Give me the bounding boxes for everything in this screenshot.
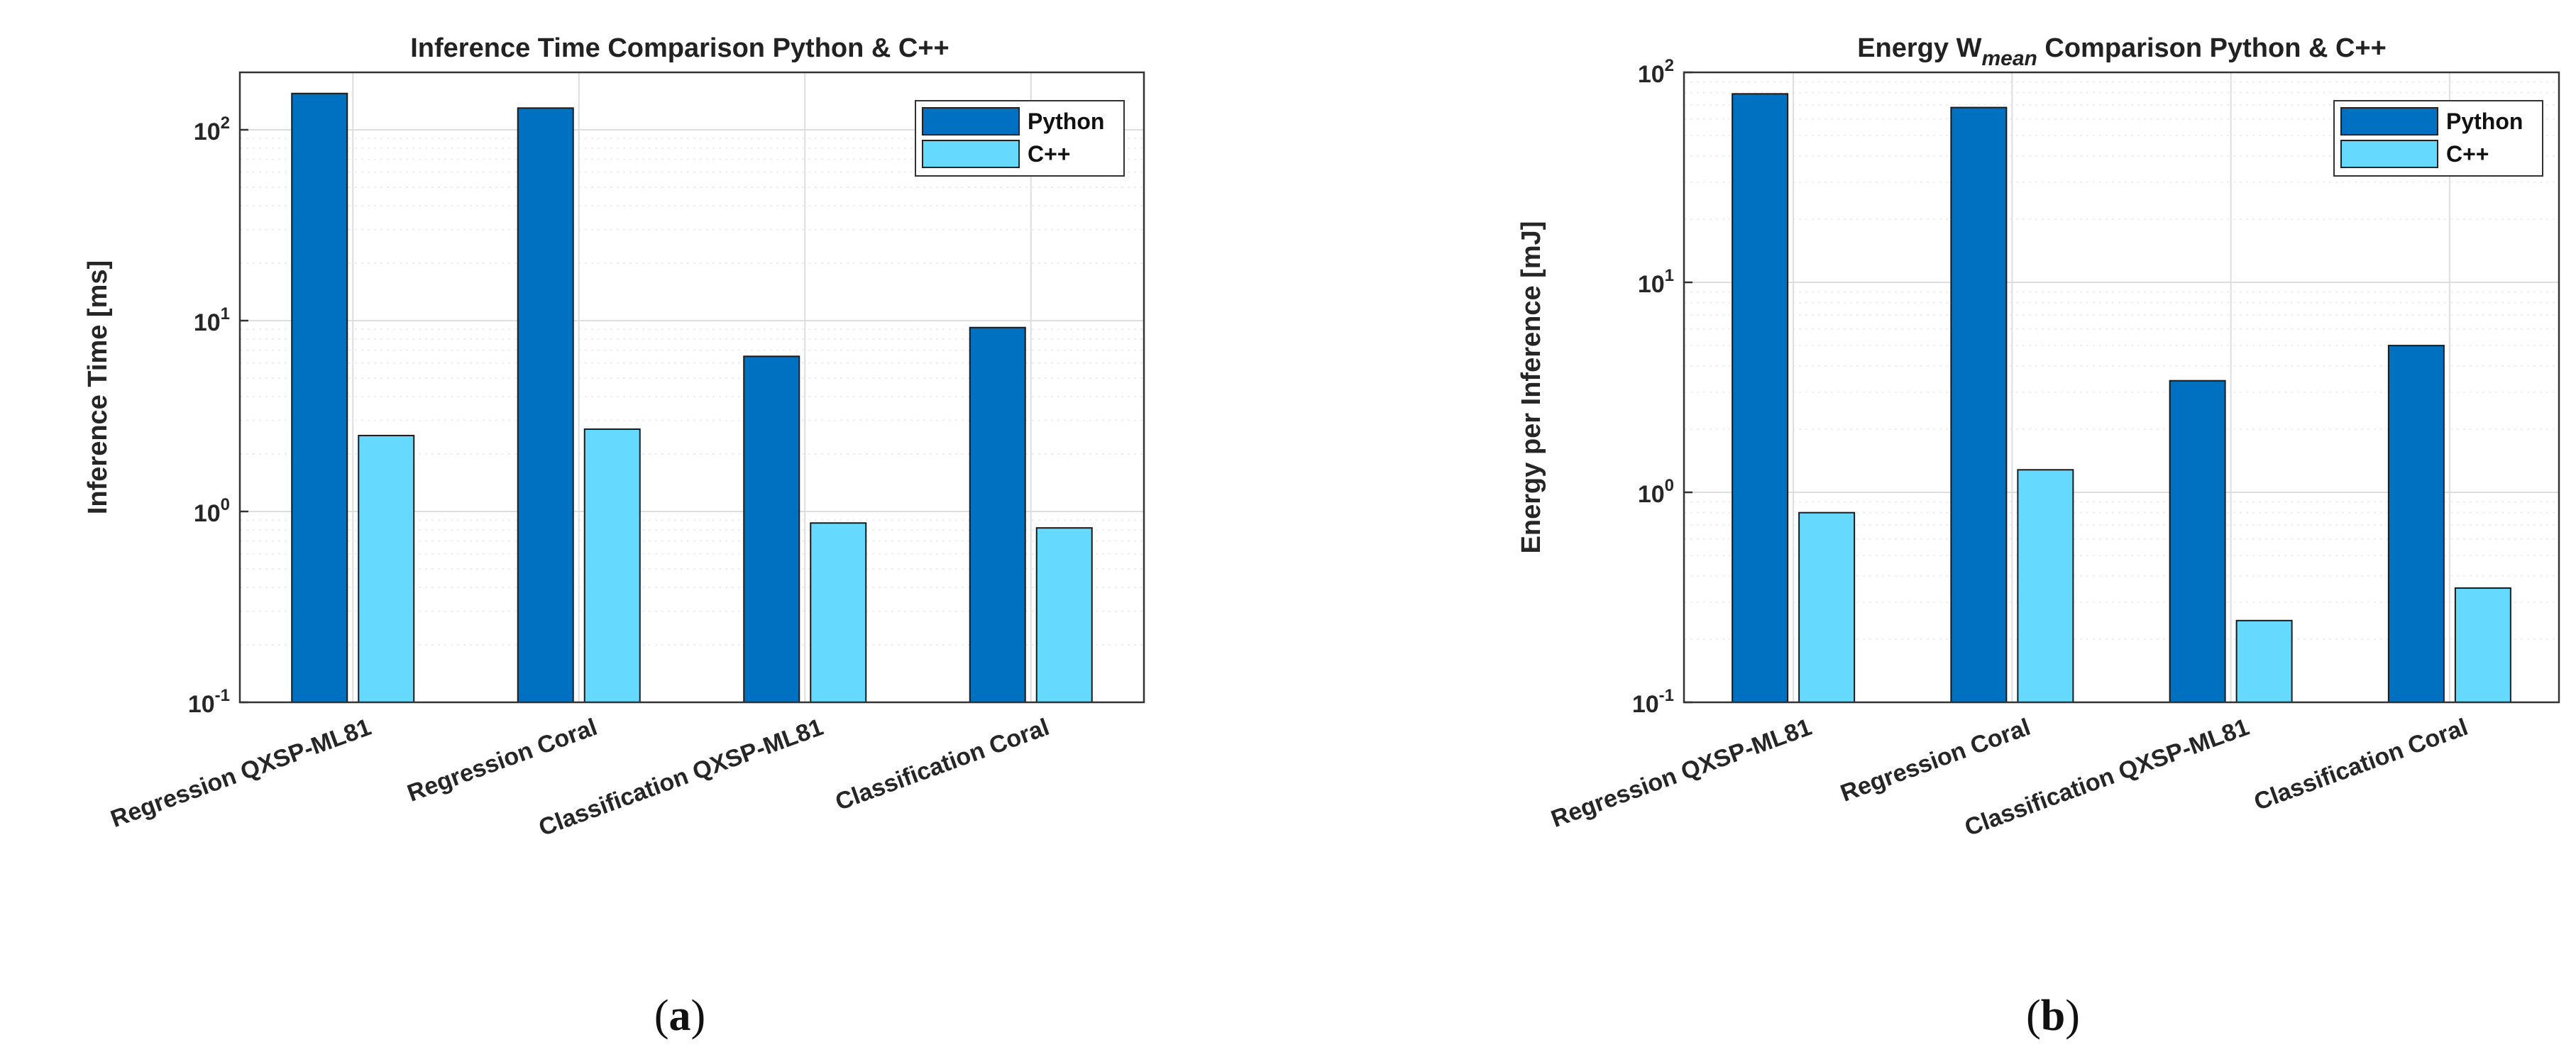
x-tick-label: Regression QXSP-ML81 xyxy=(1548,714,1815,833)
bar-cpp-1 xyxy=(1798,511,1856,703)
bar-python-3 xyxy=(743,355,800,703)
bar-cpp-3 xyxy=(810,522,867,704)
legend-swatch-cpp xyxy=(922,140,1020,168)
y-tick-label: 100 xyxy=(1638,476,1674,508)
x-tick-label: Regression QXSP-ML81 xyxy=(107,714,375,833)
y-axis-label: Energy per Inference [mJ] xyxy=(1517,221,1546,554)
bar-python-2 xyxy=(517,107,574,703)
y-tick-label: 10-1 xyxy=(1632,686,1674,718)
bar-cpp-1 xyxy=(358,434,415,703)
bar-cpp-4 xyxy=(2454,587,2511,704)
x-tick-label: Regression Coral xyxy=(404,714,601,807)
legend-swatch-python xyxy=(922,107,1020,135)
legend-label-cpp: C++ xyxy=(1028,141,1070,167)
y-tick-label: 102 xyxy=(1638,56,1674,88)
bar-cpp-3 xyxy=(2235,619,2293,703)
legend: Python C++ xyxy=(915,100,1125,177)
legend-label-python: Python xyxy=(2446,109,2523,134)
y-tick-label: 101 xyxy=(1638,266,1674,298)
bar-python-1 xyxy=(291,92,348,703)
legend-swatch-cpp xyxy=(2340,140,2438,168)
legend: Python C++ xyxy=(2333,100,2543,177)
bar-cpp-2 xyxy=(2017,469,2074,704)
chart-title: Inference Time Comparison Python & C++ xyxy=(410,33,949,63)
y-axis-label: Inference Time [ms] xyxy=(83,260,113,514)
bar-python-3 xyxy=(2169,380,2226,703)
bar-python-4 xyxy=(969,326,1026,704)
chart-a: Regression QXSP-ML81 Regression Coral Clas… xyxy=(83,33,1145,1040)
axes-box xyxy=(1683,71,2560,704)
y-tick-label: 101 xyxy=(194,304,230,336)
chart-b: Regression QXSP-ML81 Regression Coral Clas… xyxy=(1517,33,2560,1040)
bar-python-1 xyxy=(1732,93,1789,704)
subfigure-label: (a) xyxy=(654,992,705,1040)
y-tick-label: 102 xyxy=(194,114,230,145)
legend-swatch-python xyxy=(2340,107,2438,135)
bar-python-2 xyxy=(1950,106,2008,704)
x-tick-label: Classification Coral xyxy=(2250,714,2471,816)
bar-python-4 xyxy=(2387,345,2445,703)
subfigure-label: (b) xyxy=(2026,992,2080,1040)
bar-cpp-2 xyxy=(583,428,641,703)
x-tick-label: Classification Coral xyxy=(832,714,1052,816)
axes-box xyxy=(238,71,1145,704)
legend-label-cpp: C++ xyxy=(2446,141,2489,167)
chart-title: Energy Wmean Comparison Python & C++ xyxy=(1857,33,2387,70)
y-tick-label: 100 xyxy=(194,495,230,527)
bar-cpp-4 xyxy=(1035,527,1093,704)
x-tick-label: Regression Coral xyxy=(1837,714,2035,807)
y-tick-label: 10-1 xyxy=(188,686,230,718)
legend-label-python: Python xyxy=(1028,109,1104,134)
